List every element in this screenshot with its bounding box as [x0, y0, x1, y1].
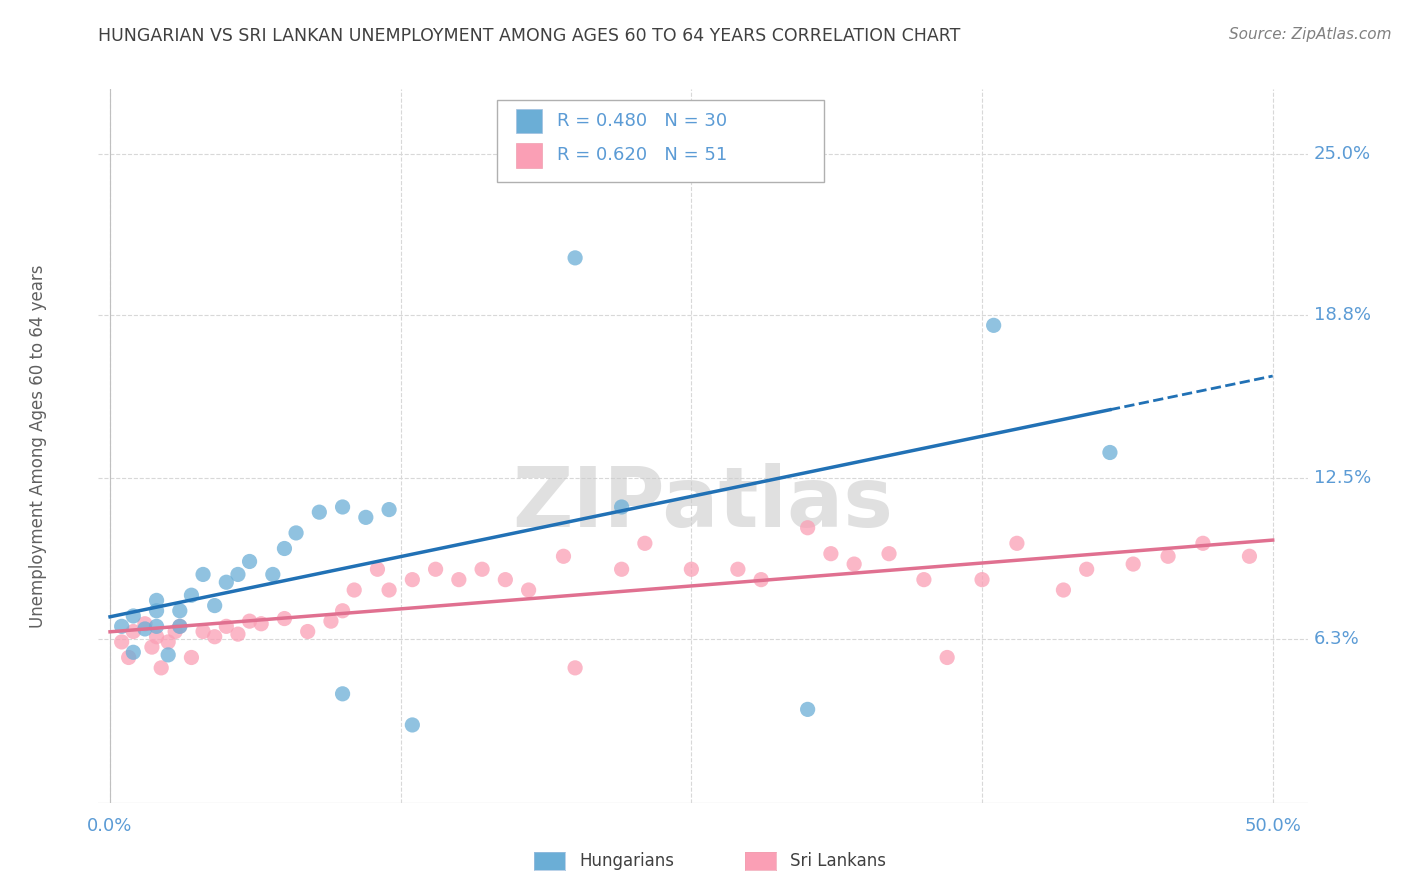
Point — [983, 318, 1005, 333]
Point — [912, 573, 935, 587]
Point — [425, 562, 447, 576]
Text: ZIPatlas: ZIPatlas — [513, 463, 893, 543]
Text: 18.8%: 18.8% — [1313, 306, 1371, 324]
Point — [250, 616, 273, 631]
Point — [226, 567, 249, 582]
Text: 50.0%: 50.0% — [1244, 817, 1301, 835]
Point — [610, 562, 633, 576]
Bar — [498, 100, 824, 182]
Point — [564, 251, 586, 265]
Point — [191, 624, 214, 639]
Point — [141, 640, 163, 654]
Point — [134, 622, 156, 636]
Point — [401, 718, 423, 732]
Bar — [516, 143, 543, 168]
Point — [366, 562, 388, 576]
Point — [273, 541, 295, 556]
Point — [564, 661, 586, 675]
Point — [145, 593, 167, 607]
Point — [378, 502, 401, 516]
Point — [285, 525, 308, 540]
Point — [204, 630, 226, 644]
Text: 0.0%: 0.0% — [87, 817, 132, 835]
Point — [122, 609, 145, 624]
Point — [157, 648, 180, 662]
Point — [332, 687, 354, 701]
Bar — [516, 109, 543, 134]
Point — [877, 547, 900, 561]
Point — [169, 604, 191, 618]
Point — [936, 650, 959, 665]
Point — [239, 554, 262, 568]
Point — [820, 547, 842, 561]
Point — [111, 619, 134, 633]
Point — [553, 549, 575, 564]
Point — [150, 661, 173, 675]
Point — [111, 635, 134, 649]
Point — [401, 573, 423, 587]
Point — [354, 510, 377, 524]
Point — [262, 567, 284, 582]
Point — [180, 650, 202, 665]
Point — [145, 619, 167, 633]
Point — [169, 619, 191, 633]
Point — [118, 650, 141, 665]
Point — [273, 611, 295, 625]
Point — [226, 627, 249, 641]
Point — [239, 614, 262, 628]
Point — [1076, 562, 1098, 576]
Point — [681, 562, 703, 576]
Point — [970, 573, 993, 587]
Point — [343, 582, 366, 597]
Point — [727, 562, 749, 576]
Point — [1098, 445, 1121, 459]
Text: Source: ZipAtlas.com: Source: ZipAtlas.com — [1229, 27, 1392, 42]
Point — [749, 573, 772, 587]
Point — [180, 588, 202, 602]
Text: 6.3%: 6.3% — [1313, 631, 1360, 648]
Point — [842, 557, 865, 571]
Text: R = 0.480   N = 30: R = 0.480 N = 30 — [557, 112, 727, 130]
Point — [165, 624, 187, 639]
Point — [796, 521, 818, 535]
Point — [215, 619, 238, 633]
Text: 12.5%: 12.5% — [1313, 469, 1371, 487]
Point — [796, 702, 818, 716]
Point — [191, 567, 214, 582]
Point — [1239, 549, 1261, 564]
Point — [157, 635, 180, 649]
Point — [517, 582, 540, 597]
Point — [332, 500, 354, 514]
Point — [471, 562, 494, 576]
Point — [319, 614, 342, 628]
Point — [169, 619, 191, 633]
Point — [1122, 557, 1144, 571]
Point — [122, 645, 145, 659]
Text: Sri Lankans: Sri Lankans — [790, 852, 886, 870]
Text: R = 0.620   N = 51: R = 0.620 N = 51 — [557, 146, 727, 164]
Point — [1052, 582, 1074, 597]
Point — [332, 604, 354, 618]
Point — [145, 630, 167, 644]
Text: Unemployment Among Ages 60 to 64 years: Unemployment Among Ages 60 to 64 years — [30, 264, 46, 628]
Point — [122, 624, 145, 639]
Point — [297, 624, 319, 639]
Point — [145, 604, 167, 618]
Text: 25.0%: 25.0% — [1313, 145, 1371, 163]
Point — [204, 599, 226, 613]
Point — [1192, 536, 1215, 550]
Point — [1005, 536, 1028, 550]
Point — [215, 575, 238, 590]
Text: Hungarians: Hungarians — [579, 852, 675, 870]
Point — [378, 582, 401, 597]
Point — [1157, 549, 1180, 564]
Point — [308, 505, 330, 519]
Point — [134, 616, 156, 631]
Point — [494, 573, 516, 587]
Point — [447, 573, 470, 587]
Point — [634, 536, 657, 550]
Point — [610, 500, 633, 514]
Text: HUNGARIAN VS SRI LANKAN UNEMPLOYMENT AMONG AGES 60 TO 64 YEARS CORRELATION CHART: HUNGARIAN VS SRI LANKAN UNEMPLOYMENT AMO… — [98, 27, 960, 45]
